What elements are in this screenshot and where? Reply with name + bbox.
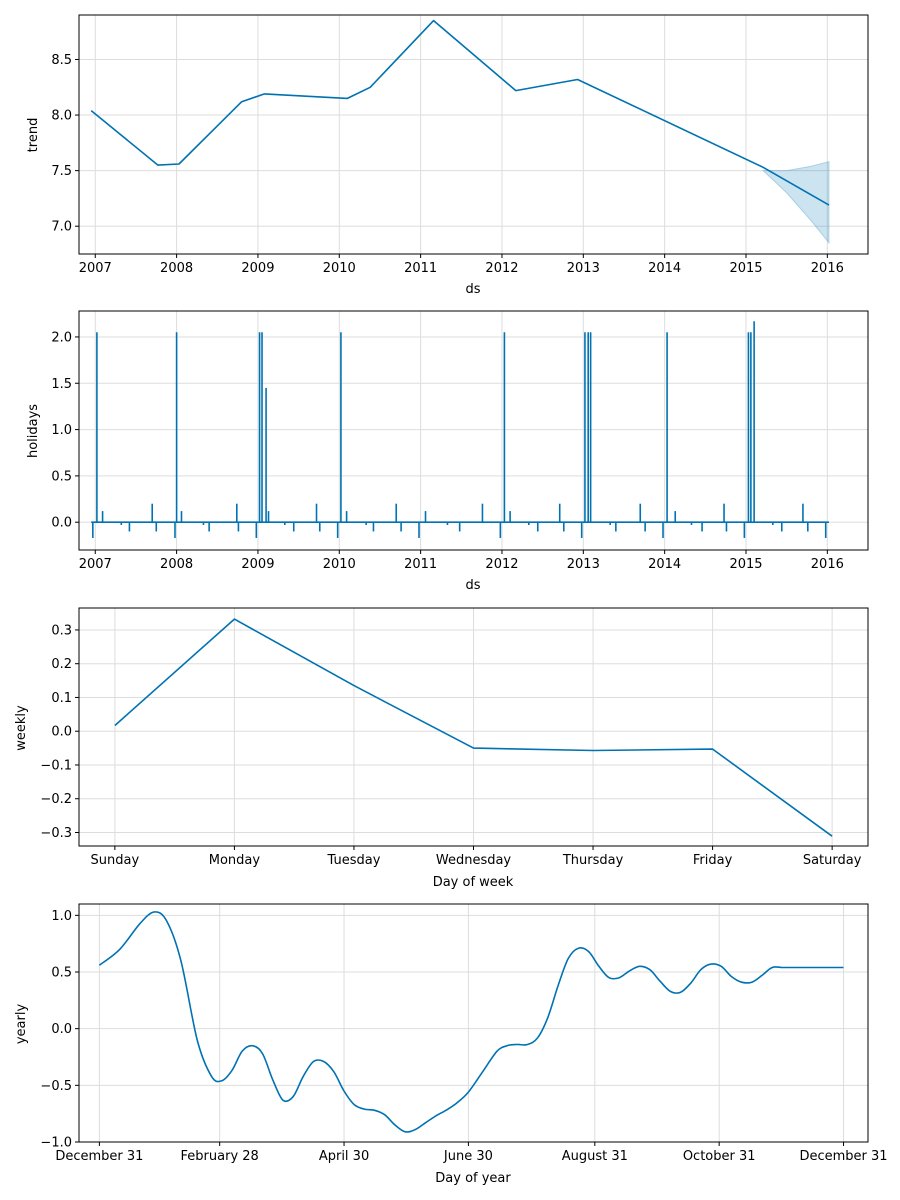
panel-weekly: Day of week weekly	[14, 705, 514, 890]
y-tick-label: 7.5	[51, 164, 72, 179]
panel-trend: ds trend	[26, 118, 481, 297]
panel-holidays: ds holidays	[26, 404, 481, 593]
x-tick-label: Wednesday	[436, 853, 512, 868]
x-tick-label: Thursday	[562, 853, 624, 868]
chart-holidays: 2007 2008 2009 2010 2011 2012 2013 2014 2015 2016…	[51, 310, 869, 572]
x-tick-label: 2009	[241, 261, 274, 276]
y-tick-label: 0.5	[51, 966, 72, 981]
x-tick-label: December 31	[55, 1149, 143, 1164]
xlabel-yearly: Day of year	[435, 1171, 511, 1186]
yearly-series-line	[98, 911, 844, 1133]
ylabel-holidays: holidays	[26, 404, 41, 458]
y-tick-label: 1.0	[51, 909, 72, 924]
x-tick-label: 2013	[567, 261, 600, 276]
ylabel-weekly: weekly	[14, 705, 29, 751]
y-tick-label: 8.0	[51, 109, 72, 124]
x-tick-label: 2012	[485, 261, 518, 276]
y-tick-label: 8.5	[51, 53, 72, 68]
x-tick-label: 2010	[323, 261, 356, 276]
panel-yearly: Day of year yearly	[14, 1004, 511, 1186]
x-tick-label: 2010	[323, 557, 356, 572]
y-tick-label: −1.0	[40, 1136, 72, 1151]
y-tick-label: 1.0	[51, 423, 72, 438]
axes-frame	[78, 310, 869, 551]
x-tick-label: 2007	[79, 557, 112, 572]
y-tick-label: −0.1	[40, 758, 72, 773]
x-tick-label: October 31	[683, 1149, 756, 1164]
x-tick-label: 2011	[404, 557, 437, 572]
x-tick-label: 2008	[160, 261, 193, 276]
x-tick-label: December 31	[799, 1149, 887, 1164]
x-tick-label: 2012	[485, 557, 518, 572]
x-tick-label: 2008	[160, 557, 193, 572]
trend-series-line	[90, 19, 830, 206]
x-tick-label: 2016	[811, 261, 844, 276]
x-tick-label: June 30	[443, 1149, 493, 1164]
x-tick-label: 2007	[79, 261, 112, 276]
x-tick-label: Saturday	[803, 853, 862, 868]
chart-yearly: December 31 February 28 April 30 June 30 Aug…	[40, 903, 888, 1164]
ylabel-yearly: yearly	[14, 1004, 29, 1045]
y-tick-label: 0.5	[51, 469, 72, 484]
x-tick-label: 2011	[404, 261, 437, 276]
x-tick-label: 2016	[811, 557, 844, 572]
x-tick-label: 2015	[729, 261, 762, 276]
axes-frame	[78, 903, 869, 1143]
y-tick-label: 0.3	[51, 623, 72, 638]
y-tick-label: −0.5	[40, 1079, 72, 1094]
weekly-series-line	[114, 618, 833, 837]
x-tick-label: 2013	[567, 557, 600, 572]
xlabel-holidays: ds	[465, 578, 480, 593]
x-tick-label: April 30	[319, 1149, 369, 1164]
y-tick-label: 0.0	[51, 725, 72, 740]
x-tick-label: Sunday	[91, 853, 140, 868]
x-tick-label: 2015	[729, 557, 762, 572]
y-tick-label: 7.0	[51, 220, 72, 235]
x-tick-label: Tuesday	[327, 853, 381, 868]
xlabel-trend: ds	[465, 282, 480, 297]
xlabel-weekly: Day of week	[433, 875, 514, 890]
chart-trend: 2007 2008 2009 2010 2011 2012 2013 2014 2015 2016…	[51, 14, 869, 276]
axes-frame	[78, 14, 869, 255]
x-tick-label: Friday	[693, 853, 733, 868]
y-tick-label: 2.0	[51, 330, 72, 345]
y-tick-label: −0.3	[40, 826, 72, 841]
x-tick-label: August 31	[562, 1149, 628, 1164]
x-tick-label: 2009	[241, 557, 274, 572]
y-tick-label: 1.5	[51, 377, 72, 392]
y-tick-label: 0.0	[51, 516, 72, 531]
y-tick-label: −0.2	[40, 792, 72, 807]
y-tick-label: 0.2	[51, 657, 72, 672]
x-tick-label: 2014	[648, 557, 681, 572]
ylabel-trend: trend	[26, 118, 41, 153]
x-tick-label: 2014	[648, 261, 681, 276]
x-tick-label: Monday	[209, 853, 261, 868]
uncertainty-band	[761, 161, 830, 245]
y-tick-label: 0.1	[51, 691, 72, 706]
x-tick-label: February 28	[181, 1149, 259, 1164]
y-tick-label: 0.0	[51, 1022, 72, 1037]
chart-weekly: Sunday Monday Tuesday Wednesday Thursday Frid…	[40, 607, 869, 868]
